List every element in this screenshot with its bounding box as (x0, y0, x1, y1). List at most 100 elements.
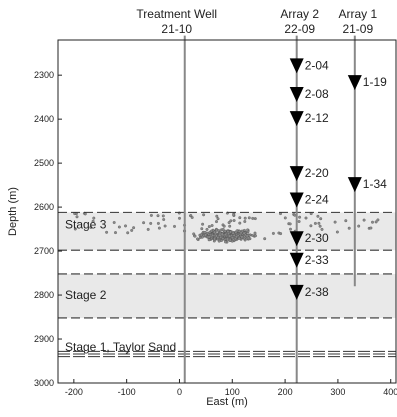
event-point (289, 227, 292, 231)
well-id-label: 21-10 (161, 22, 192, 36)
event-point (224, 233, 227, 237)
event-point (200, 227, 204, 231)
event-point (271, 231, 275, 235)
event-point (192, 232, 196, 236)
receivers: 2-04 2-08 2-12 2-20 2-24 2-30 2-33 2-38 1-19 1-34 (289, 58, 387, 300)
event-point (243, 216, 247, 220)
event-point (162, 218, 166, 221)
event-point (161, 214, 165, 218)
event-point (126, 231, 130, 235)
x-tick-label: 400 (383, 387, 397, 397)
well-name-label: Array 2 (280, 7, 319, 21)
event-point (227, 221, 231, 225)
event-point (313, 221, 317, 225)
event-point (203, 230, 207, 234)
event-point (237, 236, 241, 240)
well-name-label: Array 1 (338, 7, 377, 21)
receiver-triangle-2-04 (289, 58, 304, 74)
y-tick-label: 2700 (34, 246, 54, 256)
event-point (232, 213, 236, 217)
stage-label: Stage 1, Taylor Sand (65, 340, 176, 354)
stage-band-1 (58, 273, 396, 318)
x-tick-label: 0 (177, 387, 182, 397)
event-point (215, 214, 219, 218)
stage-boundary-lines (58, 211, 396, 358)
event-point (210, 229, 213, 233)
stage-label: Stage 2 (65, 288, 107, 302)
event-point (202, 213, 206, 217)
event-point (318, 224, 322, 228)
event-point (114, 231, 117, 235)
event-point (226, 230, 230, 233)
event-point (220, 232, 224, 236)
event-point (240, 235, 244, 239)
event-point (193, 234, 197, 238)
event-point (222, 224, 226, 228)
event-point (73, 227, 77, 231)
event-point (130, 228, 134, 232)
receiver-triangle-2-30 (289, 231, 304, 247)
event-point (293, 213, 297, 217)
well-id-label: 22-09 (284, 22, 315, 36)
event-point (142, 221, 146, 225)
well-id-label: 21-09 (342, 22, 373, 36)
y-tick-label: 2800 (34, 290, 54, 300)
y-tick-label: 2300 (34, 70, 54, 80)
event-point (362, 218, 366, 222)
receiver-label: 2-30 (305, 231, 329, 245)
event-point (132, 226, 136, 230)
x-tick-label: -200 (65, 387, 83, 397)
x-tick-label: 300 (330, 387, 345, 397)
event-point (149, 213, 153, 217)
event-point (216, 217, 220, 221)
event-point (298, 215, 302, 219)
event-point (91, 219, 95, 223)
event-point (228, 238, 232, 242)
receiver-label: 2-33 (305, 253, 329, 267)
event-point (228, 234, 232, 238)
event-point (112, 221, 116, 224)
event-point (163, 224, 167, 228)
event-point (207, 238, 211, 242)
event-point (204, 233, 208, 237)
event-point (283, 216, 287, 220)
event-point (369, 226, 373, 230)
event-point (320, 227, 324, 231)
receiver-label: 1-19 (363, 75, 387, 89)
x-tick-label: -100 (118, 387, 136, 397)
event-point (297, 220, 301, 223)
event-point (263, 237, 267, 241)
event-point (92, 216, 96, 220)
event-point (213, 237, 217, 241)
plot-frame (57, 39, 397, 384)
event-point (83, 212, 87, 216)
receiver-label: 2-04 (305, 58, 329, 72)
event-point (357, 224, 361, 228)
event-point (117, 225, 121, 229)
y-tick-label: 2500 (34, 158, 54, 168)
receiver-triangle-2-24 (289, 192, 304, 208)
y-axis-label: Depth (m) (7, 187, 19, 236)
event-point (235, 235, 238, 239)
event-point (200, 235, 204, 239)
event-point (173, 224, 176, 228)
event-point (238, 216, 242, 220)
y-ticks: 2300 2400 2500 2600 2700 2800 2900 3000 (34, 70, 62, 388)
event-point (146, 227, 150, 231)
event-point (237, 229, 241, 233)
event-point (217, 229, 221, 233)
receiver-triangle-1-34 (347, 177, 362, 193)
event-point (376, 218, 380, 222)
event-point (232, 219, 236, 222)
receiver-triangle-2-12 (289, 111, 304, 127)
receiver-label: 2-20 (305, 166, 329, 180)
y-tick-label: 3000 (34, 378, 54, 388)
event-point (229, 219, 233, 223)
event-point (190, 216, 194, 219)
receiver-triangle-2-08 (289, 86, 304, 102)
event-point (317, 221, 321, 225)
event-point (230, 236, 234, 240)
event-point (124, 224, 127, 228)
event-point (371, 220, 374, 224)
